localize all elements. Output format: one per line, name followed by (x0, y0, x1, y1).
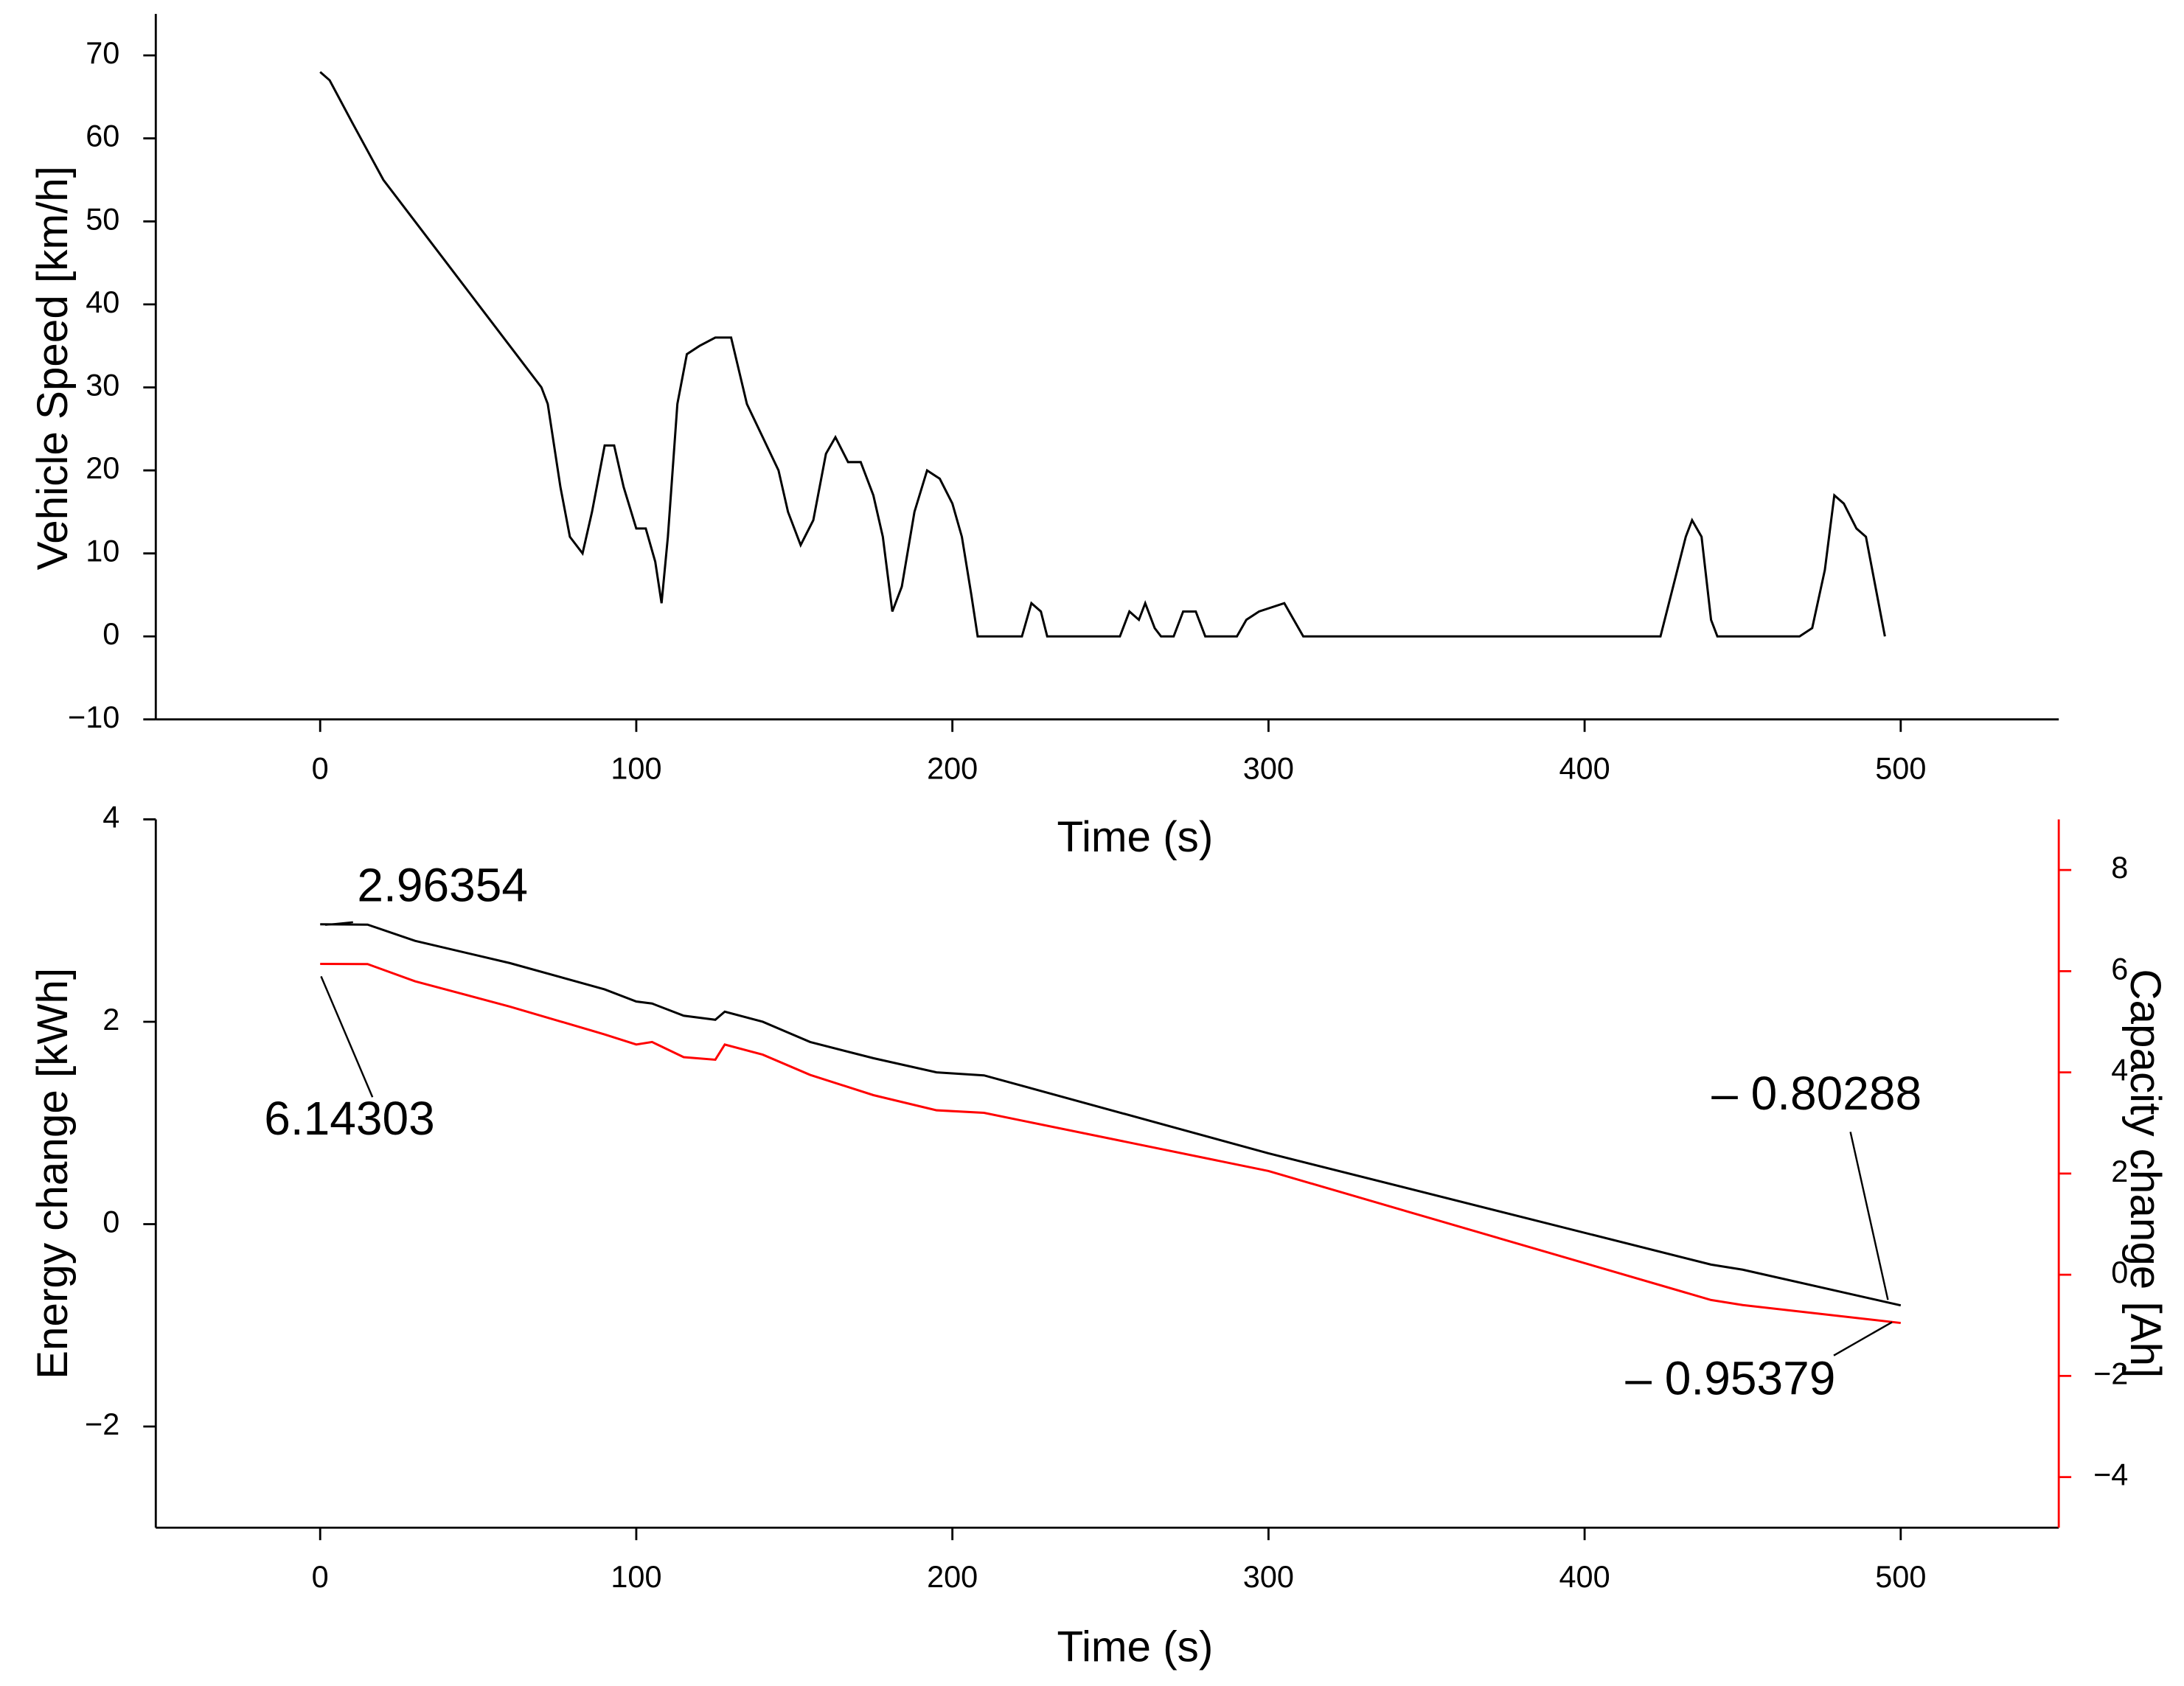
annotation: – 0.95379 (1625, 1351, 1835, 1404)
y-tick-label: 2 (102, 1002, 119, 1037)
x-tick-label: 200 (927, 750, 978, 785)
annotation: 2.96354 (357, 859, 528, 912)
x-axis-title: Time (s) (1057, 813, 1213, 861)
y-tick-label: 0 (102, 616, 119, 651)
y2-axis-title: Capacity change [Ah] (2121, 969, 2169, 1378)
x-tick-label: 200 (927, 1559, 978, 1594)
y-tick-label: 4 (102, 799, 119, 834)
annotation-leader (1849, 1132, 1889, 1300)
y-tick-label: 60 (86, 119, 119, 153)
y-tick-label: −2 (85, 1407, 119, 1441)
y-tick-label: 10 (86, 534, 119, 568)
x-tick-label: 300 (1243, 750, 1294, 785)
y-tick-label: 40 (86, 285, 119, 319)
y2-tick-label: 2 (2111, 1154, 2128, 1188)
x-tick-label: 500 (1875, 1559, 1926, 1594)
y2-tick-label: −4 (2093, 1457, 2128, 1492)
annotation: 6.14303 (264, 1092, 435, 1145)
x-axis-title: Time (s) (1057, 1623, 1213, 1671)
x-tick-label: 100 (611, 750, 661, 785)
x-tick-label: 300 (1243, 1559, 1294, 1594)
y-tick-label: 30 (86, 367, 119, 402)
y-tick-label: 20 (86, 450, 119, 485)
data-line (320, 963, 1901, 1325)
y-axis-title: Vehicle Speed [km/h] (29, 166, 77, 570)
y-tick-label: 50 (86, 201, 119, 236)
y2-tick-label: 0 (2111, 1255, 2128, 1289)
y-axis-title: Energy change [kWh] (29, 968, 77, 1379)
x-tick-label: 100 (611, 1559, 661, 1594)
y2-tick-label: 8 (2111, 850, 2128, 885)
x-tick-label: 400 (1559, 1559, 1610, 1594)
x-tick-label: 0 (312, 750, 329, 785)
y2-tick-label: 4 (2111, 1053, 2128, 1087)
y-tick-label: 0 (102, 1204, 119, 1239)
x-tick-label: 500 (1875, 750, 1926, 785)
y-tick-label: −10 (68, 700, 119, 734)
x-tick-label: 400 (1559, 750, 1610, 785)
annotation-leader (324, 921, 353, 926)
y2-tick-label: 6 (2111, 951, 2128, 986)
x-tick-label: 0 (312, 1559, 329, 1594)
y-tick-label: 70 (86, 35, 119, 70)
annotation-leader (320, 975, 374, 1098)
annotation: – 0.80288 (1711, 1067, 1922, 1120)
data-line (319, 71, 1886, 638)
annotation-leader (1833, 1321, 1893, 1356)
y2-tick-label: −2 (2093, 1356, 2128, 1390)
data-line (320, 923, 1902, 1307)
